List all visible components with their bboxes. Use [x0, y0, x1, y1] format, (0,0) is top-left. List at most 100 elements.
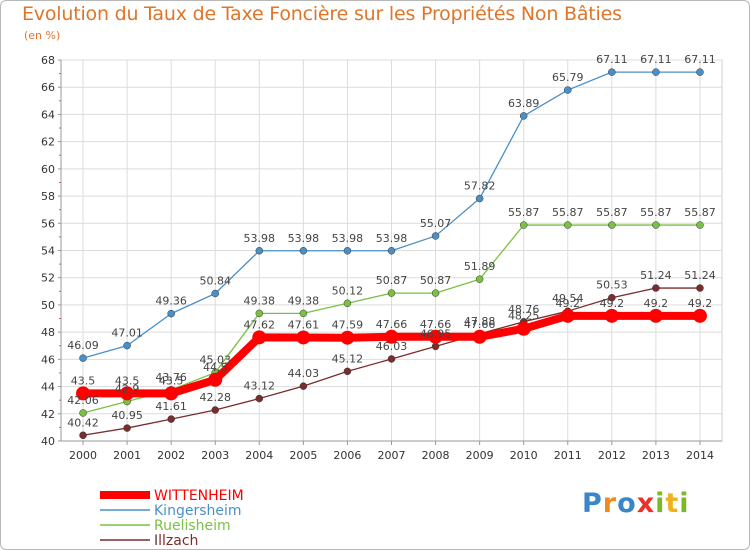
data-label: 51.89 — [464, 260, 496, 273]
x-tick-label: 2006 — [333, 449, 361, 462]
data-point — [652, 284, 660, 292]
legend-item-illzach: Illzach — [100, 533, 198, 549]
logo-letter: o — [617, 488, 637, 519]
data-point — [696, 221, 704, 229]
data-label: 49.2 — [556, 297, 581, 310]
legend-label: Ruelisheim — [154, 518, 231, 534]
data-label: 45.12 — [332, 352, 364, 365]
legend-item-kingersheim: Kingersheim — [100, 503, 242, 519]
data-point — [167, 309, 175, 318]
data-point — [472, 329, 487, 344]
data-point — [387, 355, 396, 363]
series-kingersheim — [79, 68, 704, 362]
data-point — [79, 354, 87, 362]
data-label: 50.87 — [376, 274, 408, 287]
y-tick-label: 58 — [41, 190, 55, 203]
data-label: 51.24 — [684, 269, 716, 282]
data-label: 49.2 — [644, 297, 669, 310]
data-label: 46.09 — [67, 339, 99, 352]
data-label: 67.11 — [640, 53, 672, 66]
x-tick-label: 2002 — [157, 449, 185, 462]
data-point — [76, 386, 91, 401]
data-point — [564, 221, 572, 229]
y-tick-label: 62 — [41, 136, 55, 149]
data-point — [343, 367, 352, 376]
data-point — [164, 386, 179, 401]
data-point — [696, 68, 704, 76]
y-tick-label: 50 — [41, 299, 55, 312]
data-label: 49.2 — [600, 297, 625, 310]
data-point — [519, 112, 528, 120]
legend-item-wittenheim: WITTENHEIM — [100, 488, 244, 504]
data-label: 47.61 — [288, 318, 320, 331]
data-point — [252, 330, 267, 345]
data-point — [255, 309, 264, 318]
data-label: 42.06 — [67, 394, 99, 407]
y-tick-label: 60 — [41, 163, 55, 176]
x-tick-label: 2005 — [289, 449, 317, 462]
data-label: 43.5 — [159, 374, 184, 387]
data-point — [692, 308, 707, 323]
data-label: 49.38 — [244, 294, 276, 307]
data-point — [208, 372, 223, 387]
data-point — [123, 341, 131, 350]
logo-letter: t — [665, 488, 680, 519]
x-tick-label: 2007 — [378, 449, 406, 462]
legend-label: WITTENHEIM — [154, 488, 244, 504]
data-point — [431, 342, 440, 351]
data-point — [431, 289, 440, 297]
x-tick-label: 2001 — [113, 449, 141, 462]
data-label: 55.87 — [508, 206, 540, 219]
data-point — [431, 232, 440, 240]
data-label: 41.61 — [155, 400, 187, 413]
logo-letter: i — [679, 488, 690, 519]
data-label: 43.5 — [71, 374, 96, 387]
x-tick-label: 2000 — [69, 449, 97, 462]
data-label: 47.88 — [464, 315, 496, 328]
data-label: 42.9 — [115, 383, 140, 396]
data-label: 44.03 — [288, 367, 320, 380]
data-label: 47.62 — [244, 318, 276, 331]
data-label: 63.89 — [508, 97, 540, 110]
data-label: 50.84 — [199, 274, 231, 287]
data-label: 47.66 — [464, 318, 496, 331]
data-point — [123, 424, 131, 432]
y-tick-label: 56 — [41, 217, 55, 230]
x-tick-label: 2004 — [245, 449, 273, 462]
data-label: 53.98 — [244, 232, 276, 245]
y-tick-label: 42 — [41, 408, 55, 421]
data-label: 44.5 — [203, 361, 228, 374]
data-label: 55.87 — [640, 206, 672, 219]
data-label: 40.42 — [67, 416, 99, 429]
y-tick-label: 54 — [41, 245, 55, 258]
data-point — [255, 394, 264, 403]
data-point — [255, 247, 264, 255]
y-tick-label: 44 — [41, 381, 55, 394]
legend-item-ruelisheim: Ruelisheim — [100, 518, 231, 534]
y-tick-label: 66 — [41, 81, 55, 94]
data-label: 47.66 — [420, 318, 452, 331]
data-point — [299, 382, 308, 390]
data-label: 43.12 — [244, 380, 276, 393]
data-label: 51.24 — [640, 269, 672, 282]
data-label: 65.79 — [552, 71, 584, 84]
data-point — [299, 247, 308, 255]
data-label: 67.11 — [596, 53, 628, 66]
x-tick-label: 2003 — [201, 449, 229, 462]
logo-letter: x — [636, 488, 656, 519]
data-label: 49.36 — [155, 295, 187, 308]
data-point — [428, 329, 443, 344]
data-point — [652, 221, 660, 229]
data-point — [340, 330, 355, 345]
y-tick-label: 46 — [41, 353, 55, 366]
data-point — [608, 221, 616, 229]
data-label: 50.87 — [420, 274, 452, 287]
data-label: 53.98 — [332, 232, 364, 245]
data-point — [343, 247, 352, 255]
data-label: 49.54 — [552, 292, 584, 305]
legend-label: Kingersheim — [154, 503, 242, 519]
data-point — [387, 289, 396, 297]
legend-label: Illzach — [154, 533, 198, 549]
data-point — [387, 247, 396, 255]
